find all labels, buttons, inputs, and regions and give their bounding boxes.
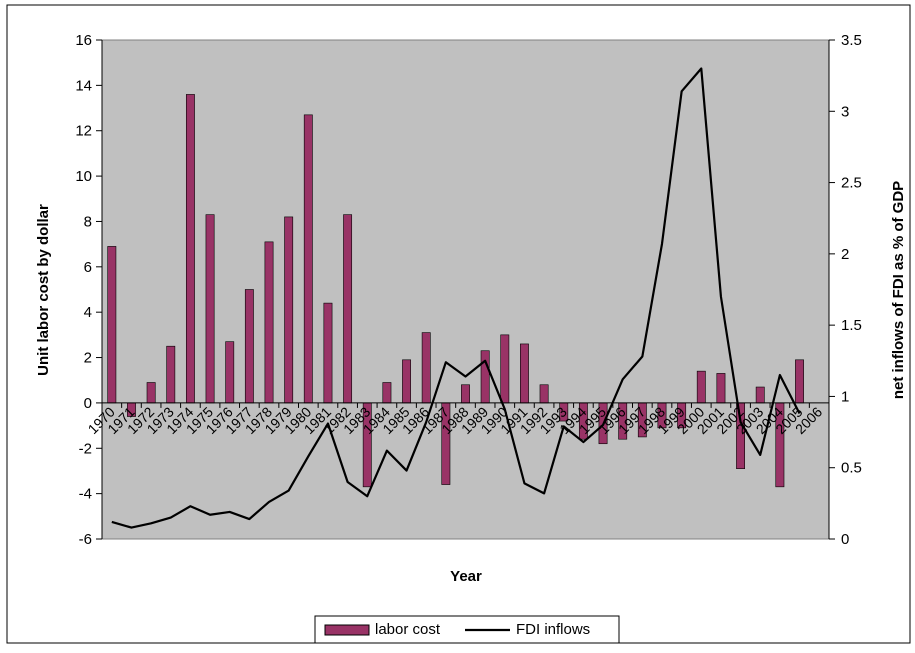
bar-labor-cost-2003 bbox=[755, 386, 765, 404]
bar-labor-cost-1976 bbox=[225, 341, 235, 404]
bar-labor-cost-1979 bbox=[284, 216, 294, 404]
y2-tick-label: 3 bbox=[841, 103, 849, 120]
bar-labor-cost-1981 bbox=[323, 302, 333, 404]
bar-labor-cost-1972 bbox=[146, 382, 156, 404]
bar-labor-cost-1989 bbox=[480, 350, 490, 404]
bar-labor-cost-2000 bbox=[696, 370, 706, 404]
y2-tick-label: 1.5 bbox=[841, 317, 862, 334]
y-tick-label: 12 bbox=[75, 123, 92, 140]
y2-tick-label: 2 bbox=[841, 246, 849, 263]
bar-labor-cost-1991 bbox=[520, 343, 529, 404]
x-tick-labels: 1970197119721973197419751976197719781979… bbox=[85, 402, 825, 437]
bar-labor-cost-1982 bbox=[343, 214, 353, 404]
y-tick-label: 6 bbox=[84, 259, 92, 276]
y-tick-label: -4 bbox=[79, 486, 92, 503]
y-tick-label: 8 bbox=[84, 213, 92, 230]
y2-tick-label: 3.5 bbox=[841, 32, 862, 49]
y2-tick-label: 1 bbox=[841, 388, 849, 405]
left-y-ticks: -6 -4 -2 0 2 4 6 8 10 12 14 16 bbox=[75, 32, 102, 548]
bar-labor-cost-1980 bbox=[303, 114, 313, 404]
x-axis-title: Year bbox=[450, 568, 482, 585]
y-tick-label: -6 bbox=[79, 531, 92, 548]
bar-labor-cost-2001 bbox=[716, 373, 726, 404]
bar-labor-cost-1984 bbox=[382, 382, 392, 404]
bar-labor-cost-2005 bbox=[795, 359, 804, 404]
y-tick-label: 10 bbox=[75, 168, 92, 185]
legend-label-labor-cost: labor cost bbox=[375, 621, 441, 638]
plot-area bbox=[101, 39, 830, 540]
bar-labor-cost-1975 bbox=[205, 214, 215, 404]
y-axis-title: Unit labor cost by dollar bbox=[35, 204, 52, 376]
right-y-ticks: 0 0.5 1 1.5 2 2.5 3 3.5 bbox=[829, 32, 862, 548]
bar-labor-cost-1992 bbox=[539, 384, 549, 404]
y-tick-label: 0 bbox=[84, 395, 92, 412]
legend: labor cost FDI inflows bbox=[314, 615, 620, 644]
bar-labor-cost-1985 bbox=[402, 359, 411, 404]
y2-tick-label: 0 bbox=[841, 531, 849, 548]
bar-labor-cost-1986 bbox=[421, 332, 431, 404]
legend-label-fdi-inflows: FDI inflows bbox=[516, 621, 590, 638]
y2-tick-label: 0.5 bbox=[841, 460, 862, 477]
bar-labor-cost-1970 bbox=[107, 246, 117, 404]
series-line-fdi-inflows bbox=[111, 67, 801, 529]
y-tick-label: 14 bbox=[75, 77, 92, 94]
bar-labor-cost-1990 bbox=[500, 334, 510, 404]
y2-tick-label: 2.5 bbox=[841, 175, 862, 192]
bar-labor-cost-1977 bbox=[244, 289, 254, 404]
bar-labor-cost-1978 bbox=[264, 241, 274, 404]
bar-labor-cost-1988 bbox=[461, 384, 470, 404]
y-tick-label: 4 bbox=[84, 304, 92, 321]
legend-swatch-labor-cost bbox=[324, 624, 370, 636]
bar-labor-cost-1974 bbox=[185, 94, 195, 404]
y-tick-label: -2 bbox=[79, 440, 92, 457]
y2-axis-title: net inflows of FDI as % of GDP bbox=[890, 181, 907, 399]
y-tick-label: 16 bbox=[75, 32, 92, 49]
y-tick-label: 2 bbox=[84, 350, 92, 367]
bar-labor-cost-1973 bbox=[166, 345, 176, 404]
